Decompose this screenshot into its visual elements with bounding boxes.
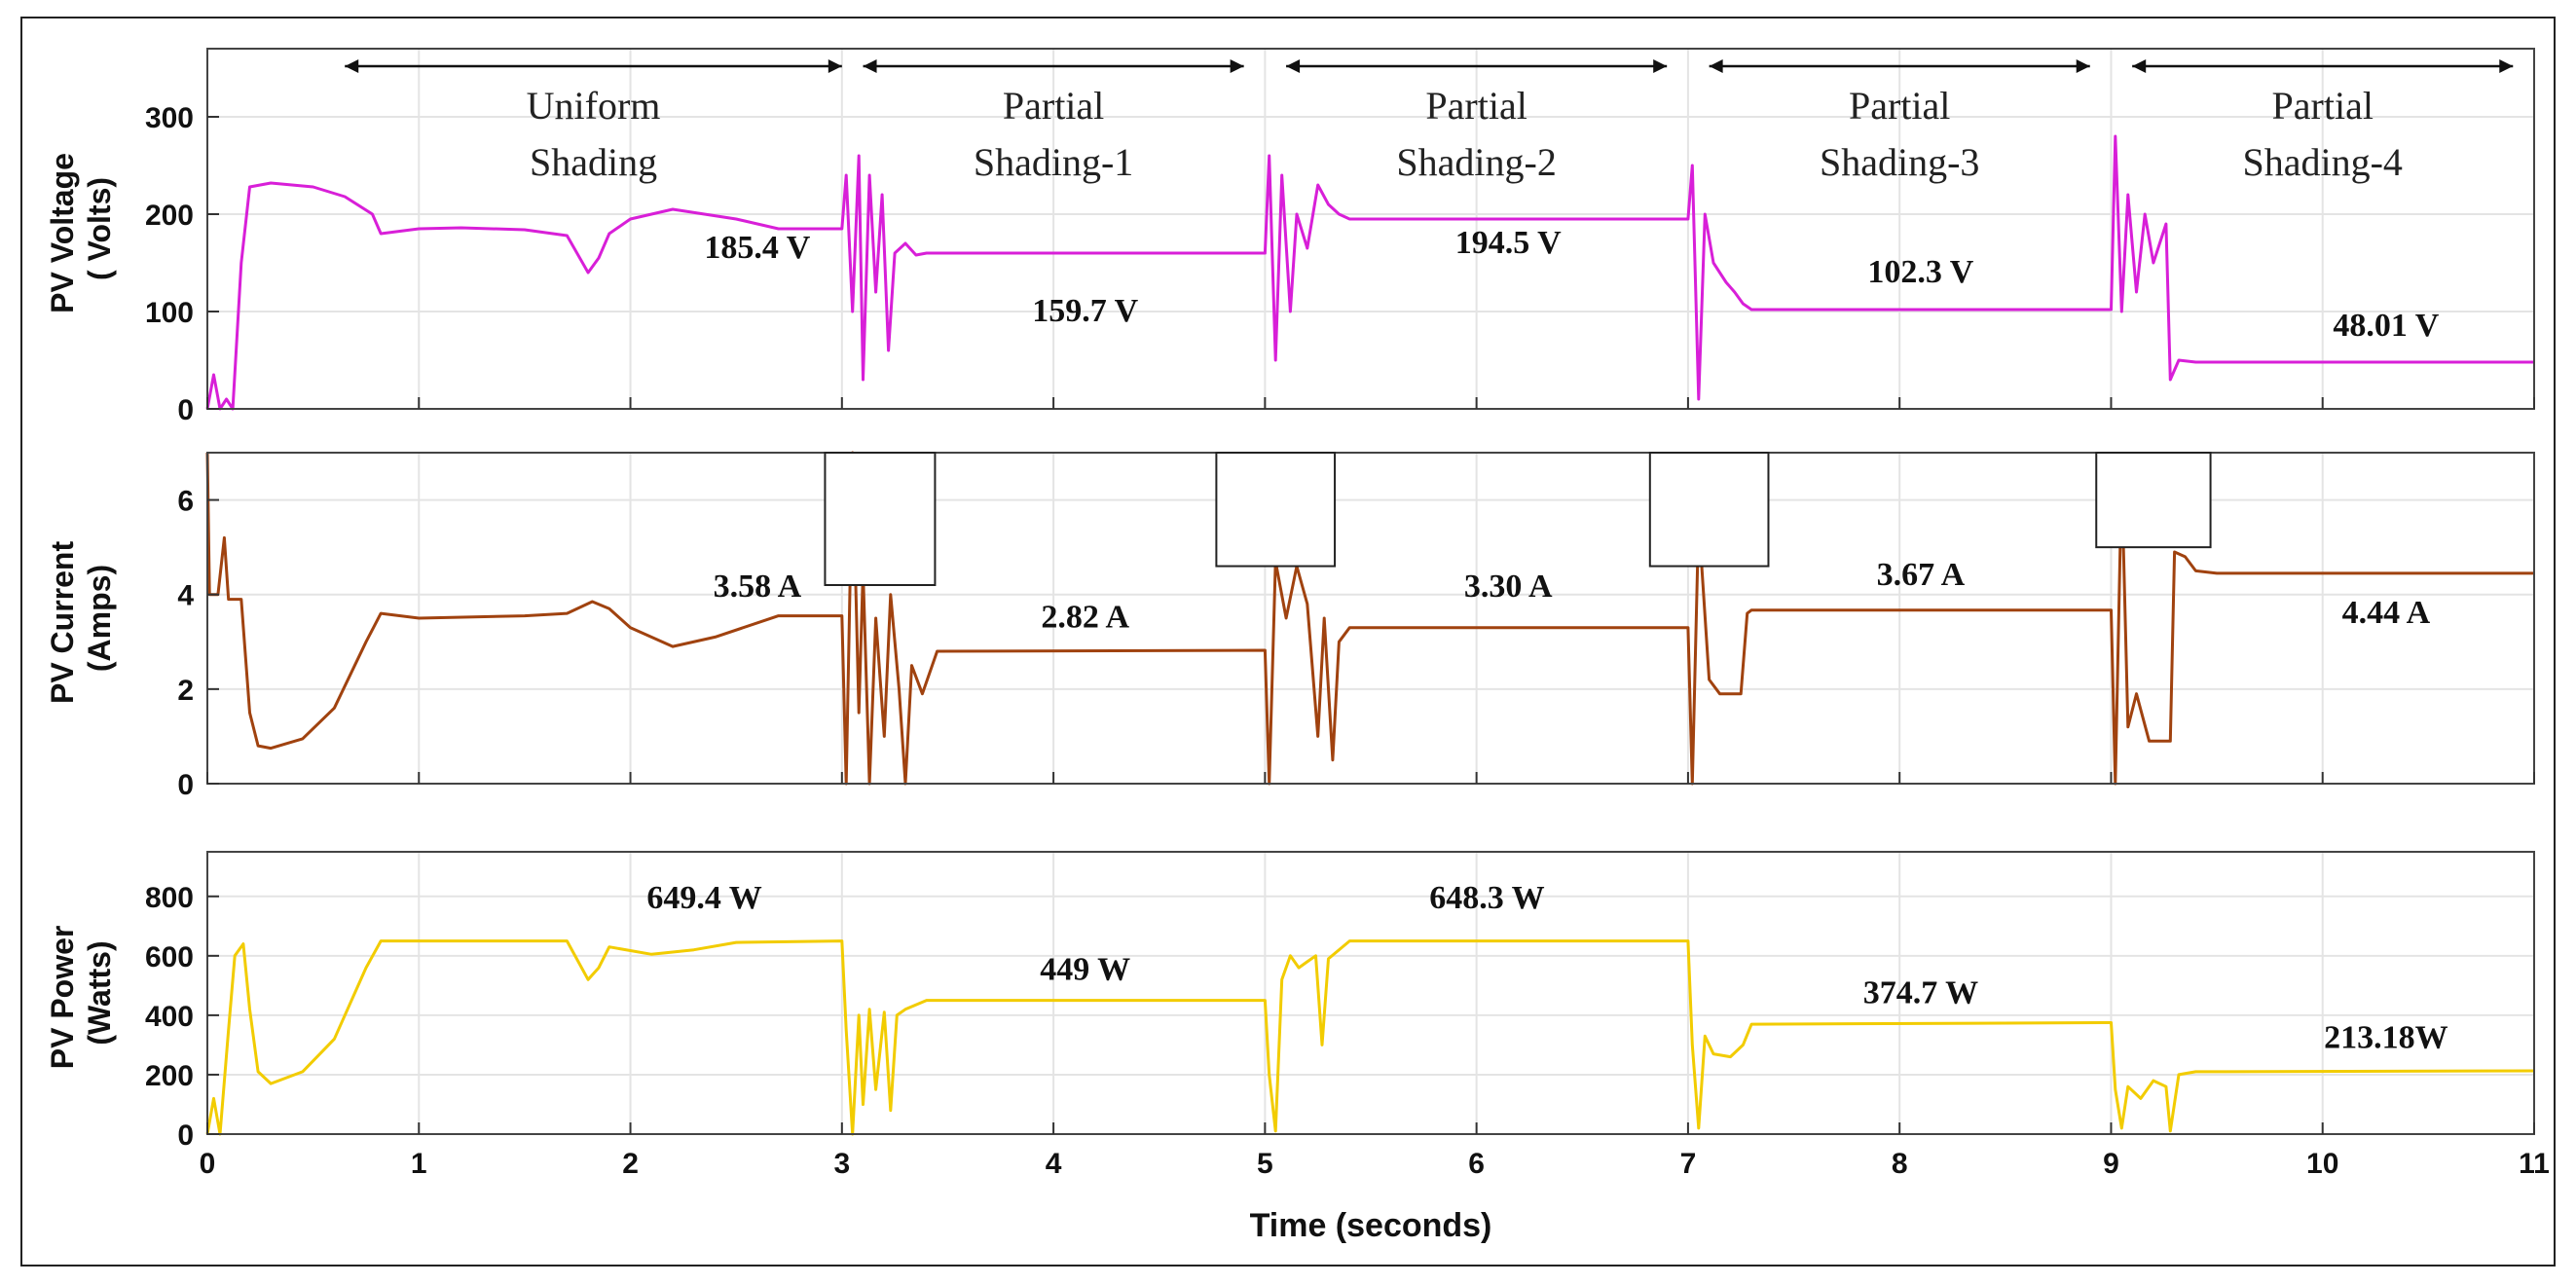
power-value-annotation: 449 W	[1040, 951, 1130, 987]
inset-box	[824, 452, 937, 586]
power-y-tick-label: 200	[145, 1060, 194, 1092]
current-annotations: 3.58 A 2.82 A 3.30 A 3.67 A 4.44 A	[714, 557, 2431, 636]
voltage-value-annotation: 194.5 V	[1455, 225, 1562, 261]
power-series	[205, 939, 2535, 1136]
x-tick-label: 0	[200, 1148, 216, 1180]
region-arrow-head-right	[2076, 59, 2090, 73]
power-annotations: 649.4 W 449 W 648.3 W 374.7 W 213.18W	[646, 880, 2447, 1055]
voltage-y-tick-label: 300	[145, 102, 194, 134]
inset-box	[1648, 452, 1770, 568]
current-value-annotation: 2.82 A	[1041, 600, 1129, 636]
current-y-tick-label: 6	[177, 486, 194, 518]
region-label-line1: Partial	[1425, 84, 1527, 128]
current-value-annotation: 3.67 A	[1877, 557, 1966, 593]
region-label-line2: Shading	[530, 140, 657, 184]
x-tick-label: 10	[2306, 1148, 2338, 1180]
voltage-axes-box	[206, 48, 2535, 410]
current-axes-box	[206, 452, 2535, 785]
power-y-tick-label: 600	[145, 941, 194, 973]
voltage-y-ticks: 0 100 200 300	[145, 102, 219, 426]
voltage-y-tick-label: 100	[145, 297, 194, 329]
voltage-series	[205, 134, 2534, 411]
inset-box	[1215, 452, 1337, 568]
current-y-ticks: 0 2 4 6	[177, 486, 219, 801]
x-tick-label: 6	[1468, 1148, 1485, 1180]
current-y-tick-label: 4	[177, 580, 194, 612]
region-arrow-head-left	[863, 59, 877, 73]
power-panel: 0 200 400 600 800 PV Power (Watts) 649.4 W 44…	[45, 851, 2535, 1152]
region-arrow-head-left	[345, 59, 359, 73]
power-value-annotation: 648.3 W	[1429, 880, 1544, 916]
figure-frame	[20, 17, 2556, 1267]
voltage-value-annotation: 48.01 V	[2333, 308, 2439, 344]
power-value-annotation: 213.18W	[2324, 1019, 2448, 1055]
voltage-y-tick-label: 200	[145, 200, 194, 232]
power-value-annotation: 374.7 W	[1863, 975, 1978, 1011]
shading-regions: Uniform Shading Partial Shading-1 Partial Sha…	[345, 59, 2514, 184]
power-ylabel-line1: PV Power	[45, 926, 80, 1070]
power-y-ticks: 0 200 400 600 800	[145, 882, 219, 1152]
region-arrow-head-right	[1230, 59, 1244, 73]
current-y-tick-label: 2	[177, 675, 194, 707]
region-arrow-head-left	[1709, 59, 1723, 73]
x-axis-label: Time (seconds)	[1250, 1207, 1492, 1244]
region-label-line1: Uniform	[527, 84, 661, 128]
voltage-value-annotation: 159.7 V	[1032, 293, 1138, 329]
region-label-line1: Partial	[1003, 84, 1104, 128]
region-label-line2: Shading-2	[1396, 140, 1556, 184]
current-y-tick-label: 0	[177, 769, 194, 801]
current-ylabel-line1: PV Current	[45, 541, 80, 704]
current-value-annotation: 4.44 A	[2342, 595, 2431, 631]
voltage-value-annotation: 185.4 V	[704, 230, 810, 266]
power-y-tick-label: 0	[177, 1120, 194, 1152]
power-ylabel-line2: (Watts)	[82, 940, 117, 1045]
region-label-line1: Partial	[1849, 84, 1950, 128]
voltage-annotations: 185.4 V 159.7 V 194.5 V 102.3 V 48.01 V	[704, 225, 2439, 344]
voltage-series-line	[205, 134, 2534, 411]
region-label-line1: Partial	[2272, 84, 2374, 128]
voltage-ylabel-line1: PV Voltage	[45, 153, 80, 313]
current-value-annotation: 3.30 A	[1464, 569, 1553, 605]
power-value-annotation: 649.4 W	[646, 880, 761, 916]
x-tick-label: 5	[1257, 1148, 1273, 1180]
region-label-line2: Shading-4	[2243, 140, 2403, 184]
inset-box	[2095, 452, 2212, 549]
voltage-panel: 0 100 200 300 PV Voltage ( Volts) 185.4 V 15…	[45, 48, 2535, 426]
region-arrow-head-right	[2499, 59, 2514, 73]
voltage-ylabel: PV Voltage ( Volts)	[45, 144, 117, 313]
x-tick-label: 8	[1892, 1148, 1908, 1180]
region-arrow-head-left	[1286, 59, 1301, 73]
voltage-y-tick-label: 0	[177, 394, 194, 426]
current-ylabel-line2: (Amps)	[82, 565, 117, 672]
region-label-line2: Shading-3	[1820, 140, 1979, 184]
current-series	[205, 451, 2534, 786]
region-arrow-head-right	[828, 59, 842, 73]
current-series-line	[205, 451, 2534, 786]
current-inset-boxes	[824, 452, 2212, 586]
power-y-tick-label: 800	[145, 882, 194, 914]
current-panel: 0 2 4 6 PV Current (Amps) 3.58 A 2.82 A 3.30 …	[45, 451, 2535, 801]
current-ylabel: PV Current (Amps)	[45, 532, 117, 704]
power-ylabel: PV Power (Watts)	[45, 917, 117, 1070]
region-label-line2: Shading-1	[974, 140, 1133, 184]
region-arrow-head-right	[1653, 59, 1668, 73]
power-axes-box	[206, 851, 2535, 1135]
x-tick-label: 9	[2103, 1148, 2119, 1180]
x-tick-label: 2	[622, 1148, 639, 1180]
region-arrow-head-left	[2132, 59, 2147, 73]
current-value-annotation: 3.58 A	[714, 569, 802, 605]
power-y-tick-label: 400	[145, 1001, 194, 1033]
x-tick-label: 11	[2519, 1148, 2550, 1180]
x-axis-ticks: 0 1 2 3 4 5 6 7 8 9 10 11	[200, 397, 2550, 1180]
x-tick-label: 4	[1046, 1148, 1062, 1180]
voltage-value-annotation: 102.3 V	[1867, 254, 1973, 290]
voltage-ylabel-line2: ( Volts)	[82, 177, 117, 280]
power-series-line	[205, 939, 2535, 1136]
x-tick-label: 3	[833, 1148, 850, 1180]
x-tick-label: 7	[1680, 1148, 1697, 1180]
x-tick-label: 1	[411, 1148, 427, 1180]
